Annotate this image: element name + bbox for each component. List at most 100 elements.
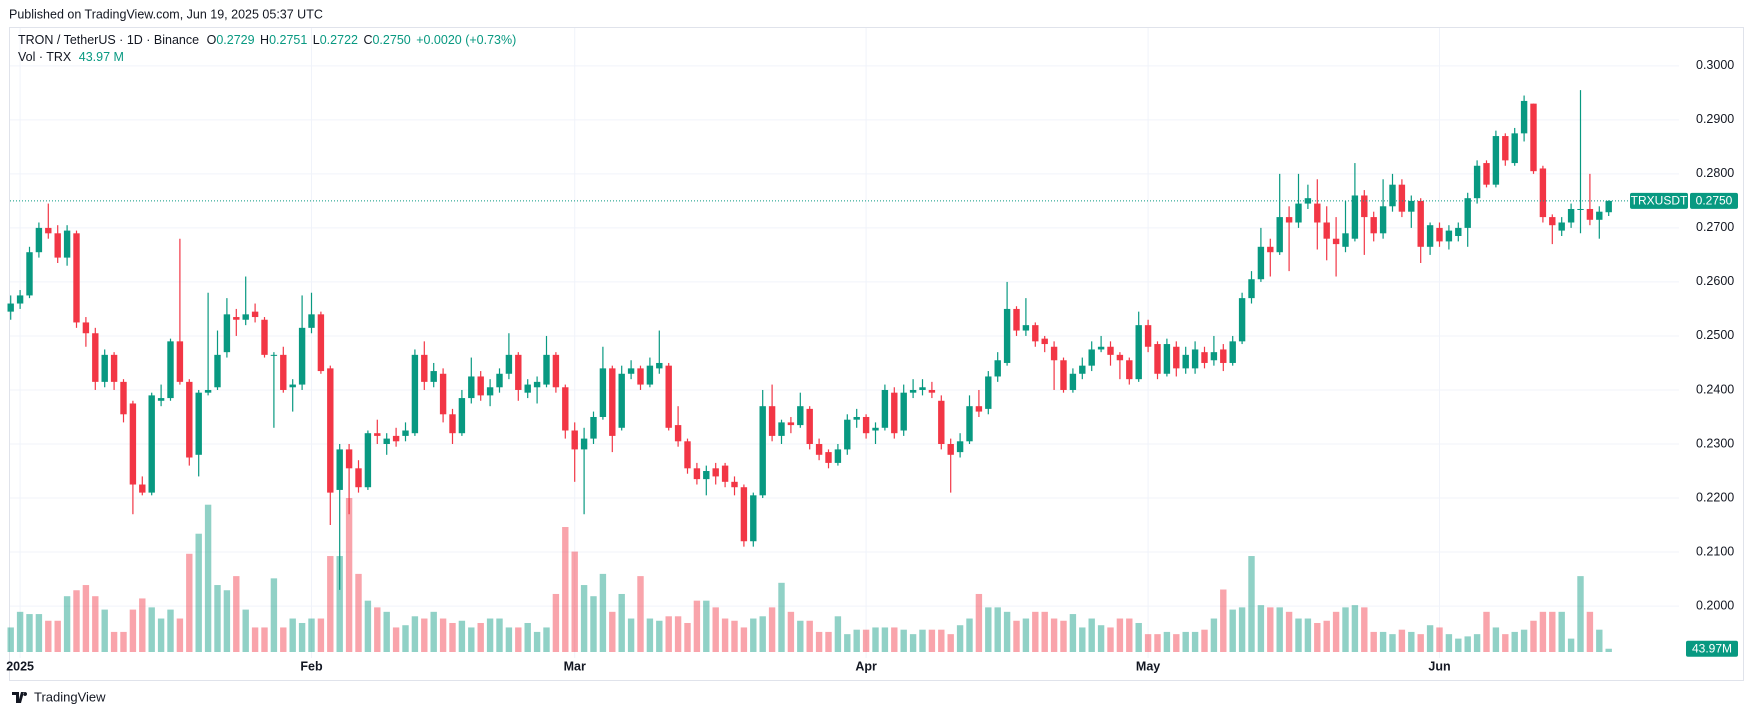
candle-body: [1163, 344, 1171, 374]
volume-bar: [571, 551, 578, 652]
candle-body: [505, 354, 513, 374]
volume-bar: [844, 634, 851, 652]
candle-body: [1201, 352, 1208, 363]
volume-bar: [712, 607, 719, 652]
candle-body: [524, 384, 531, 393]
candle-body: [1248, 279, 1255, 299]
candle-body: [374, 433, 381, 436]
candle-body: [355, 468, 362, 488]
candle-body: [157, 398, 165, 401]
candle-body: [1351, 195, 1359, 239]
candle-body: [1520, 100, 1528, 134]
chart-frame: [9, 27, 1744, 681]
candle-body: [552, 354, 560, 388]
volume-legend: Vol · TRX 43.97 M: [18, 50, 124, 64]
candle-body: [994, 360, 1001, 377]
last-volume-label: 43.97M: [1692, 641, 1732, 655]
candle-body: [1079, 365, 1086, 374]
volume-bar: [1069, 614, 1077, 652]
candle-body: [1060, 360, 1067, 390]
volume-bar: [1436, 627, 1443, 652]
volume-bar: [994, 607, 1001, 652]
candle-body: [975, 406, 983, 412]
candle-body: [449, 414, 456, 434]
candle-body: [110, 354, 118, 382]
candle-body: [590, 416, 597, 439]
volume-bar: [223, 590, 231, 652]
volume-bar: [1417, 634, 1424, 652]
candle-body: [1361, 195, 1368, 218]
volume-bar: [1492, 627, 1500, 652]
volume-bar: [345, 498, 353, 652]
candle-body: [1342, 233, 1349, 247]
volume-bar: [1361, 607, 1368, 652]
x-tick-label: Jun: [1428, 659, 1450, 673]
volume-bar: [1144, 634, 1152, 652]
volume-bar: [1088, 618, 1095, 652]
candle-body: [1530, 103, 1537, 172]
volume-bar: [1276, 607, 1283, 652]
candle-body: [1257, 246, 1265, 280]
ohlc-value: 0.2722: [320, 33, 358, 47]
candle-body: [1577, 208, 1584, 210]
volume-bar: [1013, 620, 1020, 652]
volume-bar: [665, 616, 672, 652]
volume-bar: [1445, 634, 1453, 652]
volume-bar: [637, 576, 644, 652]
candle-body: [1304, 198, 1312, 204]
volume-bar: [1304, 618, 1312, 652]
candle-body: [1389, 184, 1396, 207]
ohlc-value: 0.2729: [216, 33, 254, 47]
candle-body: [430, 371, 437, 382]
candle-body: [120, 381, 127, 415]
price-box: [1690, 192, 1738, 209]
volume-bar: [1332, 611, 1340, 652]
candle-body: [1549, 217, 1556, 226]
volume-bar: [402, 625, 409, 652]
volume-bar: [1379, 631, 1387, 652]
volume-bar: [1220, 589, 1227, 652]
volume-bar: [1323, 620, 1330, 652]
volume-bar: [872, 627, 879, 652]
volume-bar: [270, 578, 278, 652]
volume-bar: [543, 627, 550, 652]
candle-body: [1032, 325, 1039, 342]
volume-bar: [1502, 634, 1509, 652]
volume-bar: [562, 527, 569, 652]
volume-bar: [797, 620, 804, 652]
candle-body: [571, 430, 578, 450]
volume-bar: [684, 622, 691, 652]
candle-body: [1182, 354, 1189, 369]
candle-body: [1097, 346, 1105, 350]
candle-body: [496, 373, 503, 388]
volume-bar: [505, 627, 513, 652]
volume-bar: [1342, 607, 1349, 652]
candle-body: [1436, 227, 1443, 242]
volume-bar: [1060, 620, 1067, 652]
volume-bar: [1464, 636, 1471, 652]
volume-bar: [110, 631, 118, 652]
volume-bar: [524, 622, 531, 652]
candle-body: [1154, 344, 1161, 374]
candle-body: [712, 468, 719, 477]
candle-body: [618, 373, 625, 428]
volume-bar: [580, 585, 588, 652]
candle-body: [703, 471, 710, 480]
volume-bar: [1351, 605, 1359, 652]
candle-body: [176, 341, 184, 382]
candle-body: [533, 381, 541, 388]
candle-body: [1586, 208, 1594, 220]
candle-body: [468, 376, 475, 399]
candle-body: [750, 495, 757, 542]
volume-bar: [486, 618, 494, 652]
volume-bar: [1314, 622, 1321, 652]
volume-bar: [45, 620, 52, 652]
candle-body: [486, 387, 494, 396]
brand: TradingView: [12, 689, 106, 704]
brand-name: TradingView: [34, 689, 106, 704]
volume-bar: [938, 629, 945, 652]
volume-box: [1686, 640, 1738, 657]
volume-bar: [1530, 620, 1537, 652]
candle-body: [1013, 308, 1020, 331]
candle-body: [768, 406, 776, 436]
